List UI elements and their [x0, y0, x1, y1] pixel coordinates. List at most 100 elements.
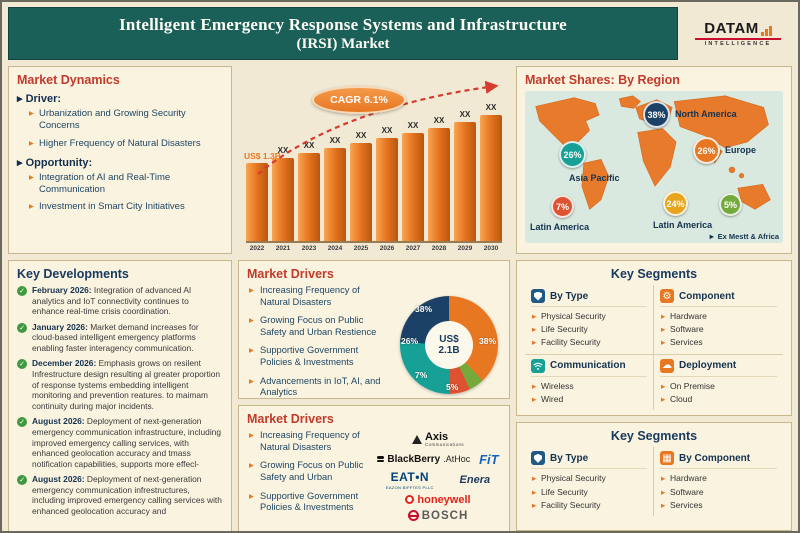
enera-logo: Enera: [460, 471, 491, 490]
eaton-logo: EAT•N EAZON BIFFTES PLLC: [386, 471, 434, 490]
bar: [350, 143, 372, 241]
year-label: 2028: [431, 245, 447, 252]
list-item: Wired: [531, 393, 647, 406]
logo-text: BlackBerry: [387, 453, 441, 465]
development-text: Market demand increases for cloud-based …: [32, 321, 199, 353]
list-item: Services: [660, 499, 777, 512]
market-drivers-title: Market Drivers: [247, 267, 334, 281]
key-segments-title: Key Segments: [610, 429, 698, 444]
region-badge-europe: 26%: [693, 137, 720, 164]
list-item: Integration of AI and Real-Time Communic…: [29, 172, 223, 196]
year-label: 2029: [457, 245, 473, 252]
right-bottom-column: Key Segments By Type Physical Security L…: [516, 260, 792, 531]
brand-name: DATAM: [704, 20, 759, 37]
segment-title: By Type: [550, 290, 589, 302]
development-date: December 2026:: [32, 358, 97, 369]
list-item: Advancements in IoT, AI, and Analytics: [249, 376, 391, 399]
list-item: Services: [660, 336, 777, 349]
shield-icon: [531, 451, 545, 466]
list-item: Increasing Frequency of Natural Disaster…: [249, 430, 369, 453]
middle-bottom-column: Market Drivers Increasing Frequency of N…: [238, 260, 510, 531]
donut-slice-label: 26%: [401, 336, 419, 347]
cloud-icon: ☁: [660, 358, 674, 373]
segment-title: By Type: [550, 452, 589, 464]
drivers-list: Increasing Frequency of Natural Disaster…: [247, 285, 391, 399]
logo-subtext: Communications: [424, 442, 465, 448]
market-drivers-panel-2: Market Drivers Increasing Frequency of N…: [238, 405, 510, 531]
key-developments-panel: Key Developments ✓ February 2026: Integr…: [8, 260, 232, 531]
list-item: ✓ August 2026: Deployment of next-genera…: [17, 416, 223, 469]
list-item: Life Security: [531, 486, 647, 499]
world-map: 38% North America 26% Europe 26% Asia Pa…: [525, 91, 783, 243]
list-item: ✓ January 2026: Market demand increases …: [17, 322, 223, 354]
drivers-list: Increasing Frequency of Natural Disaster…: [247, 430, 369, 524]
segment-title: By Component: [679, 452, 751, 464]
page-title-line1: Intelligent Emergency Response Systems a…: [119, 14, 567, 34]
donut-center-label: US$ 2.1B: [425, 321, 473, 370]
year-label: 2030: [483, 245, 499, 252]
bar: [324, 148, 346, 241]
list-item: Life Security: [531, 323, 647, 336]
list-item: Software: [660, 323, 777, 336]
brand-logo: DATAM INTELLIGENCE: [684, 7, 792, 60]
list-item: Cloud: [660, 393, 777, 406]
logo-text: BOSCH: [421, 509, 469, 522]
brand-subtitle: INTELLIGENCE: [704, 41, 772, 47]
bar: [298, 153, 320, 241]
list-item: Growing Focus on Public Safety and Urban…: [249, 315, 391, 338]
donut-slice-label: 38%: [478, 336, 496, 347]
bar: [454, 122, 476, 241]
bar-value-label: XX: [433, 116, 445, 125]
region-label: North America: [675, 109, 737, 119]
list-item: Physical Security: [531, 310, 647, 323]
development-text: Deployment of next-generation emergency …: [32, 474, 222, 516]
key-segments-title: Key Segments: [610, 267, 698, 281]
region-badge-asia-pacific: 26%: [559, 141, 586, 168]
logo-subtext: EAZON BIFFTES PLLC: [385, 484, 434, 490]
region-badge-latin-america: 7%: [551, 195, 574, 218]
drivers-row: Increasing Frequency of Natural Disaster…: [247, 285, 501, 399]
gear-icon: ⚙: [660, 289, 674, 303]
bar-value-label: XX: [407, 121, 419, 130]
list-item: Hardware: [660, 310, 777, 323]
market-shares-title: Market Shares: By Region: [525, 73, 680, 87]
logo-text: Axis: [424, 431, 449, 444]
x-axis-labels: 2022 2021 2023 2024 2025 2026 2027 2028 …: [246, 245, 502, 252]
market-value-donut-chart: 38% 5% 7% 26% 38% US$ 2.1B: [397, 285, 501, 398]
bar-column: XX: [298, 141, 320, 241]
list-item: ✓ February 2026: Integration of advanced…: [17, 285, 223, 317]
bar-column: US$ 1.3B: [244, 151, 281, 241]
list-item: Increasing Frequency of Natural Disaster…: [249, 285, 391, 308]
list-item: Wireless: [531, 380, 647, 393]
list-item: Facility Security: [531, 336, 647, 349]
segment-group-communication: Communication Wireless Wired: [525, 354, 654, 410]
market-dynamics-title: Market Dynamics: [17, 73, 120, 87]
brand-logo-row: DATAM: [704, 20, 772, 37]
donut-slice-label: 7%: [415, 370, 428, 381]
year-label: 2025: [353, 245, 369, 252]
bars: US$ 1.3B XX XX XX XX XX XX XX XX XX: [244, 95, 502, 243]
check-icon: ✓: [17, 359, 27, 370]
region-label: Asia Pacific: [569, 173, 620, 183]
donut-slice-label: 38%: [415, 304, 433, 315]
check-icon: ✓: [17, 475, 27, 486]
list-item: Higher Frequency of Natural Disasters: [29, 138, 223, 150]
blackberry-icon: [377, 456, 385, 463]
segment-header: By Type: [531, 451, 647, 470]
list-item: Facility Security: [531, 499, 647, 512]
key-segments-panel-2: Key Segments By Type Physical Security L…: [516, 422, 792, 531]
list-item: Investment in Smart City Initiatives: [29, 201, 223, 213]
list-item: ✓ August 2026: Deployment of next-genera…: [17, 474, 223, 516]
bar-value-label: XX: [485, 103, 497, 112]
honeywell-logo: honeywell: [405, 494, 471, 506]
blackberry-athoc-logo: BlackBerry .AtHoc: [377, 452, 470, 467]
key-segments-panel-1: Key Segments By Type Physical Security L…: [516, 260, 792, 417]
development-text: Deployment of next-generation emergency …: [32, 416, 221, 469]
market-drivers-title: Market Drivers: [247, 412, 334, 427]
segment-group-by-type: By Type Physical Security Life Security …: [525, 285, 654, 355]
bar: [376, 138, 398, 241]
triangle-icon: [411, 435, 422, 445]
year-label: 2022: [249, 245, 265, 252]
logo-text: FiT: [479, 451, 499, 467]
segments-grid: By Type Physical Security Life Security …: [525, 285, 783, 410]
